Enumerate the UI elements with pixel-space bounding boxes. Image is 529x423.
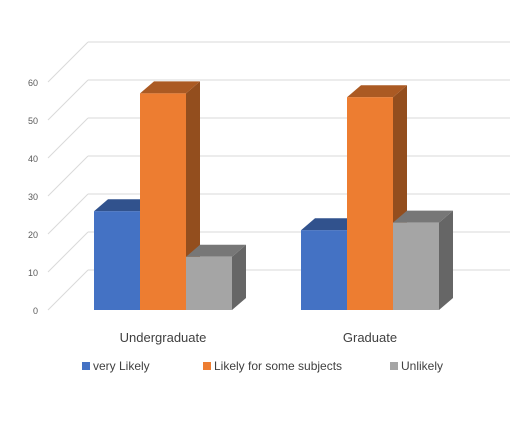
- bar-side: [232, 244, 246, 310]
- gridline-depth: [47, 231, 89, 273]
- legend-item: Likely for some subjects: [203, 359, 342, 373]
- legend-item: very Likely: [82, 359, 150, 373]
- y-axis: 0 10 20 30 40 50 60: [28, 78, 38, 316]
- bar-top: [186, 244, 246, 257]
- bar: [186, 244, 246, 310]
- legend-label: very Likely: [93, 359, 150, 373]
- legend-item: Unlikely: [390, 359, 443, 373]
- legend-swatch: [203, 362, 211, 370]
- bar-side: [439, 210, 453, 310]
- gridline-depth: [47, 79, 89, 121]
- bar-front: [347, 97, 393, 310]
- x-category-label: Undergraduate: [120, 330, 207, 345]
- gridline-depth: [47, 41, 89, 83]
- y-tick-label: 40: [28, 154, 38, 164]
- gridline-depth: [47, 117, 89, 159]
- x-category-label: Graduate: [343, 330, 397, 345]
- gridline-depth: [47, 269, 89, 311]
- x-axis: Undergraduate Graduate: [120, 330, 397, 345]
- bar-top: [393, 210, 453, 223]
- bar-front: [301, 230, 347, 310]
- legend: very Likely Likely for some subjects Unlik…: [82, 359, 443, 373]
- y-tick-label: 0: [33, 306, 38, 316]
- legend-label: Likely for some subjects: [214, 359, 342, 373]
- y-tick-label: 50: [28, 116, 38, 126]
- y-tick-label: 60: [28, 78, 38, 88]
- bar-front: [140, 93, 186, 311]
- bar-top: [94, 199, 154, 212]
- bars: [94, 81, 453, 311]
- bar-front: [186, 256, 232, 310]
- gridline-depth: [47, 193, 89, 235]
- y-tick-label: 30: [28, 192, 38, 202]
- legend-label: Unlikely: [401, 359, 443, 373]
- bar-top: [301, 218, 361, 231]
- bar-front: [393, 222, 439, 310]
- bar: [393, 210, 453, 310]
- y-tick-label: 10: [28, 268, 38, 278]
- bar-front: [94, 211, 140, 310]
- bar-top: [347, 85, 407, 98]
- bar-top: [140, 81, 200, 94]
- gridline-depth: [47, 155, 89, 197]
- legend-swatch: [390, 362, 398, 370]
- y-tick-label: 20: [28, 230, 38, 240]
- legend-swatch: [82, 362, 90, 370]
